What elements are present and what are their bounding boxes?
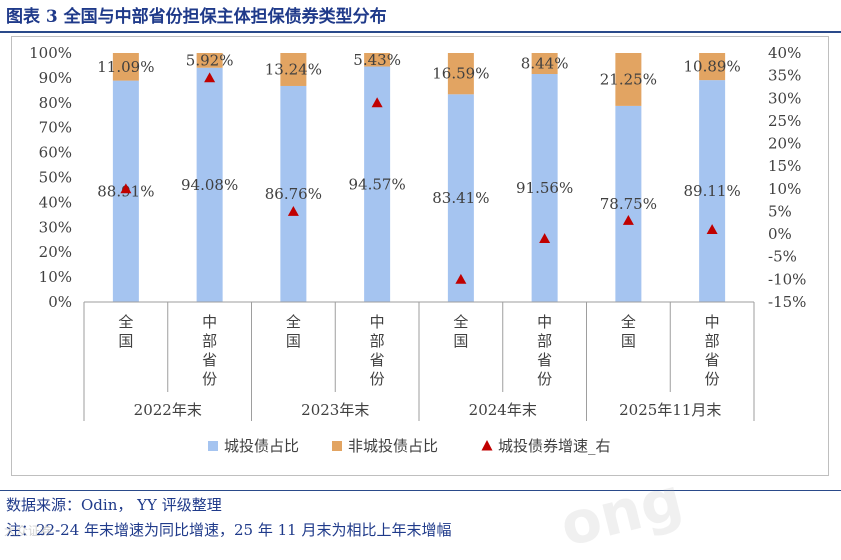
y-right-tick-label: 25% xyxy=(768,112,801,130)
y-left-tick-label: 20% xyxy=(39,243,72,261)
marker-growth xyxy=(371,97,383,108)
x-category-label: 中部省份 xyxy=(370,313,385,388)
y-left-tick-label: 80% xyxy=(39,94,72,112)
marker-growth xyxy=(287,205,299,216)
marker-growth xyxy=(204,72,216,83)
x-group-label: 2024年末 xyxy=(469,401,537,419)
x-group-label: 2025年11月末 xyxy=(619,401,721,419)
y-left-tick-label: 40% xyxy=(39,193,72,211)
bar-non-chengtou xyxy=(112,53,139,81)
y-right-tick-label: -15% xyxy=(768,293,806,311)
x-category-label: 中部省份 xyxy=(202,313,217,388)
legend-label: 城投债券增速_右 xyxy=(498,437,611,455)
x-category-label: 全国 xyxy=(118,313,133,350)
marker-growth xyxy=(120,183,132,194)
label-chengtou: 86.76% xyxy=(265,185,322,203)
bar-chengtou xyxy=(699,80,726,302)
label-non-chengtou: 21.25% xyxy=(600,70,657,88)
bar-non-chengtou xyxy=(280,53,307,86)
y-left-tick-label: 50% xyxy=(39,169,72,187)
label-non-chengtou: 16.59% xyxy=(432,65,489,83)
bar-non-chengtou xyxy=(196,53,223,68)
x-group-label: 2022年末 xyxy=(134,401,202,419)
y-left-tick-label: 30% xyxy=(39,218,72,236)
y-right-tick-label: 20% xyxy=(768,135,801,153)
y-right-tick-label: 0% xyxy=(768,225,792,243)
label-non-chengtou: 13.24% xyxy=(265,60,322,78)
legend-marker xyxy=(481,440,493,451)
label-non-chengtou: 10.89% xyxy=(684,58,741,76)
legend-label: 城投债占比 xyxy=(224,437,299,455)
marker-growth xyxy=(706,224,718,234)
label-chengtou: 91.56% xyxy=(516,179,573,197)
bar-non-chengtou xyxy=(699,53,726,81)
x-category-label: 中部省份 xyxy=(537,313,552,388)
chart-panel: 0% 10% 20% 30% 40% 50% 60% 70% 80% 90% 100% -15% -10… xyxy=(11,36,829,476)
y-left-tick-label: 70% xyxy=(39,119,72,137)
bar-non-chengtou xyxy=(447,53,474,95)
y-right-tick-label: 5% xyxy=(768,202,792,220)
footnote: 注：22-24 年末增速为同比增速，25 年 11 月末为相比上年末增幅 xyxy=(6,521,452,539)
label-chengtou: 89.11% xyxy=(684,182,741,200)
bar-chengtou xyxy=(615,105,642,302)
bar-chengtou xyxy=(196,67,223,302)
label-non-chengtou: 8.44% xyxy=(521,55,569,73)
y-right-tick-label: -10% xyxy=(768,270,806,288)
y-left-tick-label: 60% xyxy=(39,144,72,162)
x-category-label: 全国 xyxy=(286,313,301,350)
footer-divider xyxy=(0,490,841,491)
legend-swatch xyxy=(332,441,342,451)
bar-non-chengtou xyxy=(364,53,391,67)
y-right-tick-label: 40% xyxy=(768,44,801,62)
x-category-label: 全国 xyxy=(453,313,468,350)
bar-non-chengtou xyxy=(531,53,558,75)
title-divider xyxy=(0,31,841,33)
y-right-tick-label: 10% xyxy=(768,180,801,198)
y-right-tick-label: -5% xyxy=(768,248,797,266)
y-right-tick-label: 15% xyxy=(768,157,801,175)
marker-growth xyxy=(455,273,467,284)
label-chengtou: 94.57% xyxy=(349,175,406,193)
label-non-chengtou: 5.92% xyxy=(186,51,234,69)
label-non-chengtou: 5.43% xyxy=(353,51,401,69)
watermark: ong xyxy=(553,464,690,560)
label-chengtou: 83.41% xyxy=(432,189,489,207)
stacked-bar-chart: 0% 10% 20% 30% 40% 50% 60% 70% 80% 90% 100% -15% -10… xyxy=(29,44,806,455)
label-chengtou: 78.75% xyxy=(600,195,657,213)
label-non-chengtou: 11.09% xyxy=(97,58,154,76)
bar-chengtou xyxy=(280,85,307,302)
data-source: 数据来源：Odin， YY 评级整理 xyxy=(6,496,222,514)
x-category-label: 中部省份 xyxy=(705,313,720,388)
marker-growth xyxy=(539,233,551,244)
bar-non-chengtou xyxy=(615,53,642,106)
y-left-tick-label: 10% xyxy=(39,268,72,286)
y-right-tick-label: 35% xyxy=(768,67,801,85)
y-left-tick-label: 100% xyxy=(29,44,72,62)
y-right-tick-label: 30% xyxy=(768,89,801,107)
marker-growth xyxy=(622,215,634,225)
x-group-label: 2023年末 xyxy=(301,401,369,419)
bar-chengtou xyxy=(447,94,474,302)
legend-swatch xyxy=(208,441,218,451)
x-category-label: 全国 xyxy=(621,313,636,350)
legend-label: 非城投债占比 xyxy=(348,437,438,455)
label-chengtou: 94.08% xyxy=(181,176,238,194)
figure-title: 图表 3 全国与中部省份担保主体担保债券类型分布 xyxy=(6,7,387,27)
y-left-tick-label: 90% xyxy=(39,69,72,87)
bar-chengtou xyxy=(531,74,558,302)
y-left-tick-label: 0% xyxy=(48,293,72,311)
